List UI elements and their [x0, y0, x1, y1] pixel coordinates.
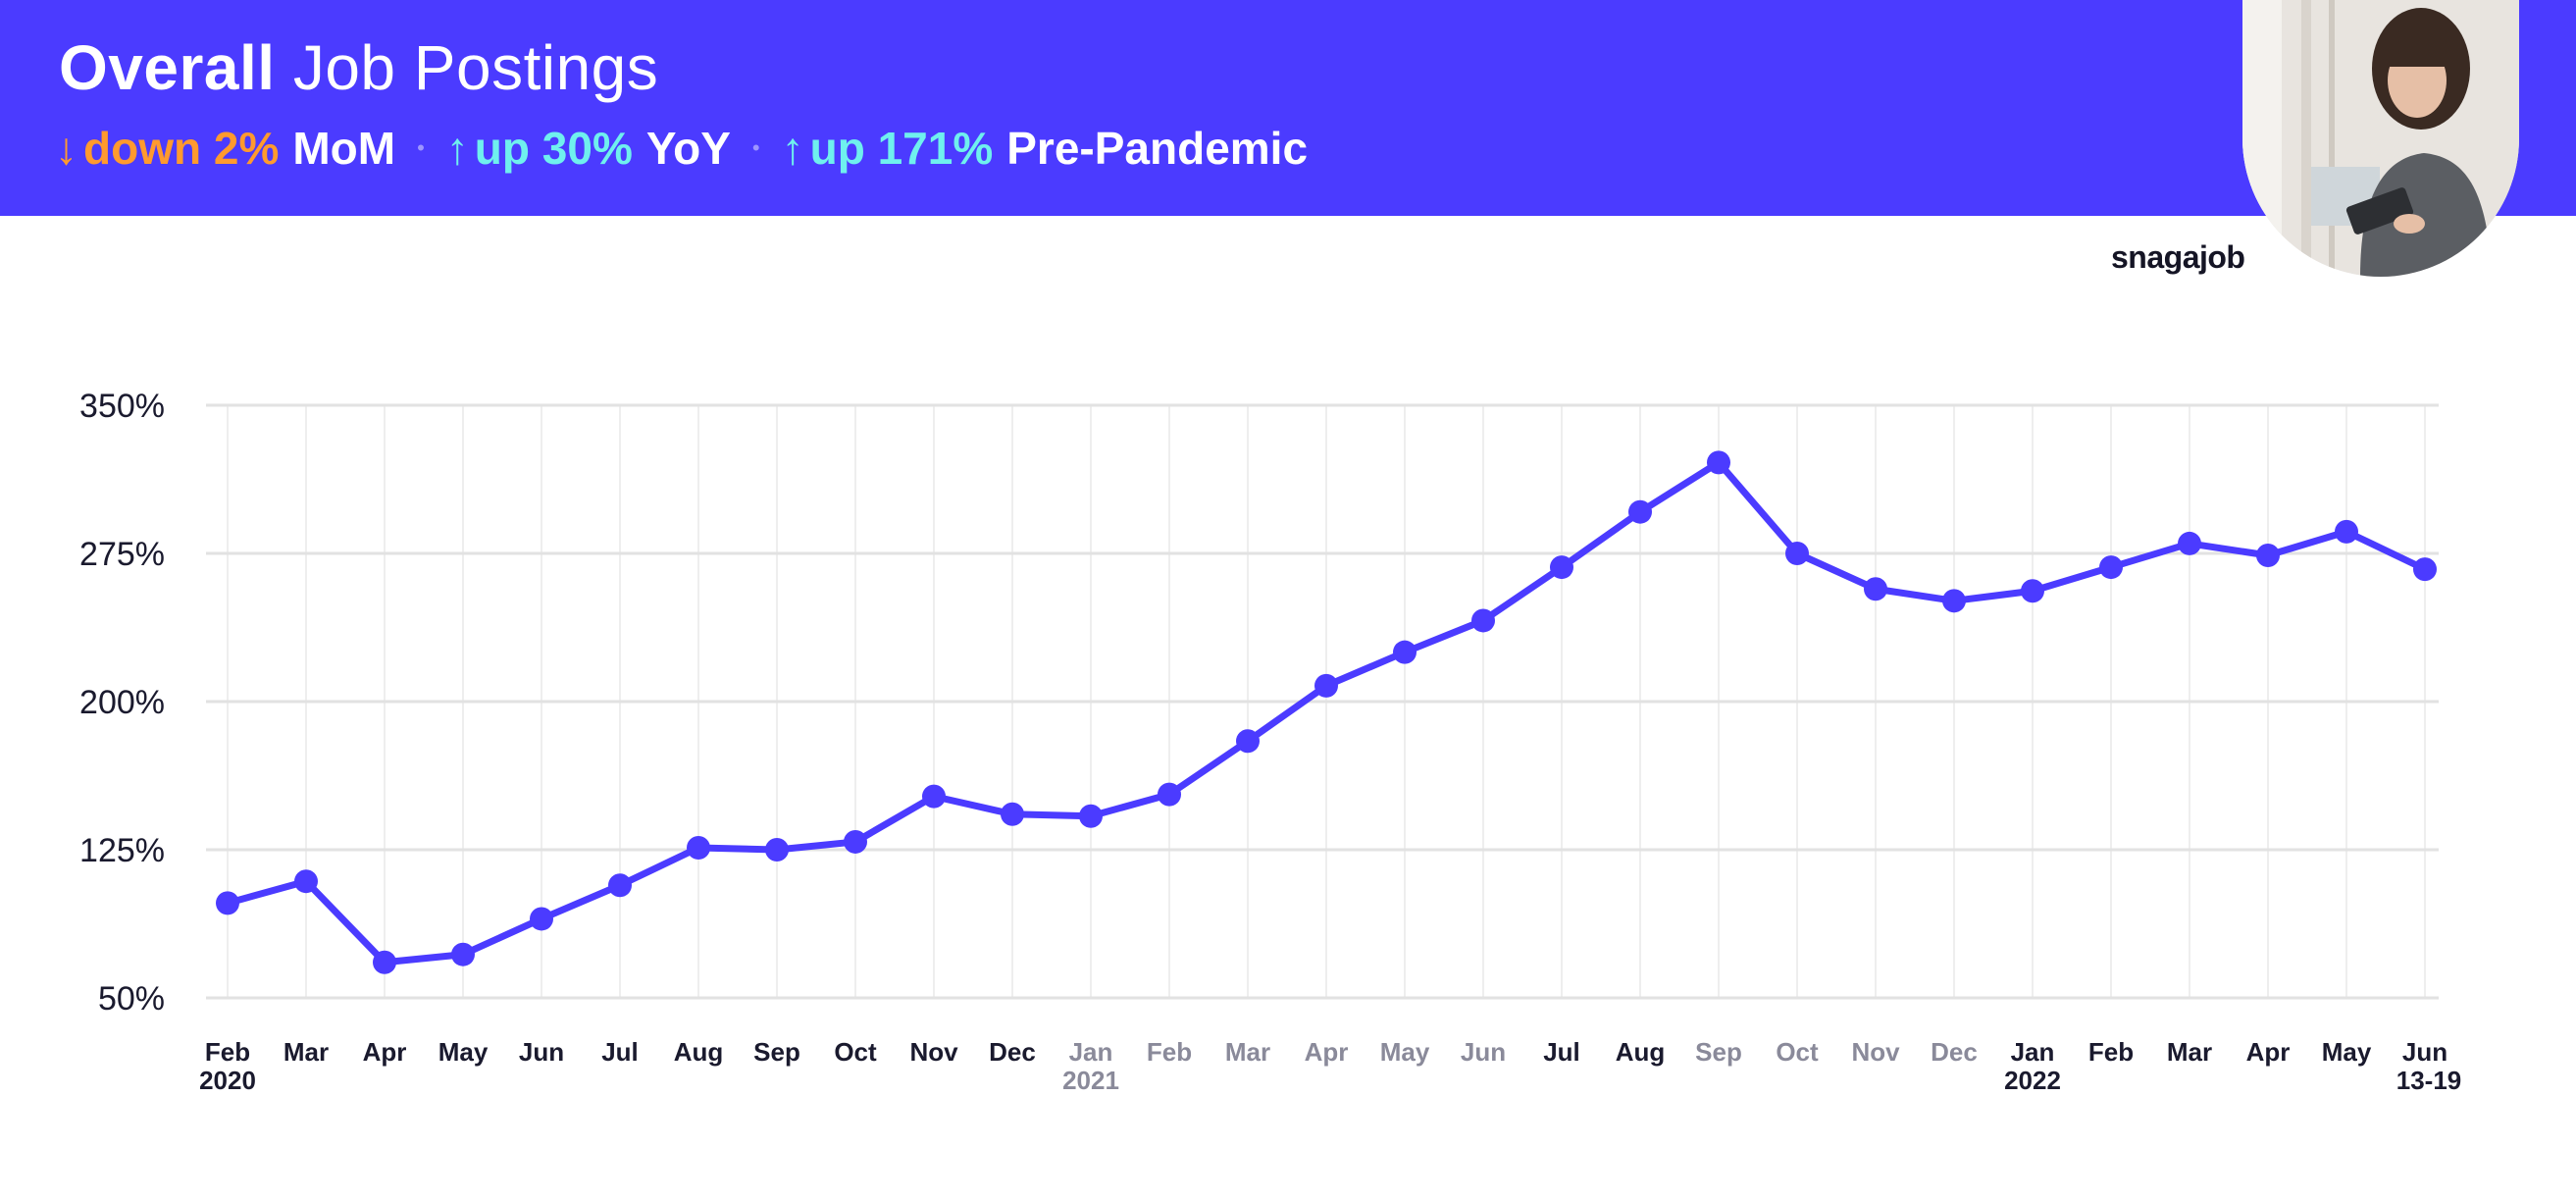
down-arrow-icon: ↓ — [55, 123, 77, 174]
x-tick-sublabel: 2021 — [1062, 1066, 1119, 1095]
x-tick-label: Sep — [753, 1037, 800, 1067]
data-point — [2413, 557, 2437, 582]
x-tick-label: Jun — [519, 1037, 564, 1067]
x-tick-label: Jun — [1461, 1037, 1506, 1067]
x-tick-label: Mar — [283, 1037, 329, 1067]
prepandemic-change: up 171% — [809, 123, 994, 174]
data-point — [2335, 519, 2358, 544]
x-tick-label: Feb — [2088, 1037, 2134, 1067]
y-tick-label: 275% — [79, 536, 165, 573]
x-tick-label: Feb — [1147, 1037, 1192, 1067]
data-point — [1236, 729, 1260, 754]
data-point — [451, 942, 475, 966]
x-tick-label: Jan — [2011, 1037, 2055, 1067]
title-bold: Overall — [59, 32, 276, 103]
separator-dot: • — [417, 135, 425, 160]
x-tick-label: Sep — [1695, 1037, 1742, 1067]
x-tick-label: Aug — [674, 1037, 724, 1067]
x-tick-label: Jul — [601, 1037, 639, 1067]
x-tick-label: Apr — [1305, 1037, 1349, 1067]
x-tick-label: May — [1380, 1037, 1430, 1067]
data-point — [2178, 531, 2201, 555]
y-tick-label: 350% — [79, 388, 165, 425]
data-point — [294, 869, 318, 894]
data-point — [765, 838, 789, 862]
data-point — [922, 784, 946, 809]
y-tick-label: 125% — [79, 832, 165, 869]
y-tick-label: 200% — [79, 684, 165, 721]
x-tick-sublabel: 2020 — [199, 1066, 256, 1095]
y-axis-ticks: 350% 275% 200% 125% 50% — [79, 388, 165, 1018]
data-point — [2256, 544, 2280, 568]
x-tick-label: Dec — [989, 1037, 1036, 1067]
data-point — [530, 907, 553, 931]
data-point — [373, 950, 396, 974]
x-tick-label: Oct — [834, 1037, 877, 1067]
person-photo — [2242, 0, 2519, 277]
x-tick-label: Feb — [205, 1037, 250, 1067]
x-tick-sublabel: 2022 — [2004, 1066, 2061, 1095]
x-tick-label: Nov — [1851, 1037, 1900, 1067]
data-point — [1785, 542, 1809, 565]
snagajob-logo: snagajob — [2111, 239, 2245, 275]
x-tick-label: Dec — [1931, 1037, 1978, 1067]
x-tick-label: Jun — [2402, 1037, 2447, 1067]
page-title: Overall Job Postings — [59, 31, 658, 104]
stats-row: ↓ down 2% MoM • ↑ up 30% YoY • ↑ up 171%… — [55, 122, 1308, 175]
data-point — [1158, 782, 1181, 807]
prepandemic-label: Pre-Pandemic — [1006, 123, 1309, 174]
up-arrow-icon: ↑ — [781, 123, 804, 174]
mom-change: down 2% — [83, 123, 280, 174]
data-point — [1393, 640, 1417, 664]
x-tick-label: Mar — [1225, 1037, 1270, 1067]
x-tick-sublabel: 13-19 — [2396, 1066, 2462, 1095]
data-point — [1628, 499, 1652, 524]
separator-dot: • — [751, 135, 760, 160]
chart-grid — [206, 403, 2439, 1000]
data-point — [608, 873, 632, 898]
data-point — [1550, 555, 1573, 580]
data-point — [2021, 579, 2044, 603]
x-tick-label: May — [438, 1037, 489, 1067]
data-point — [1314, 673, 1338, 698]
x-tick-label: Mar — [2167, 1037, 2212, 1067]
x-tick-label: Jan — [1069, 1037, 1113, 1067]
data-point — [2099, 555, 2123, 580]
x-tick-label: Apr — [363, 1037, 407, 1067]
x-tick-label: Nov — [909, 1037, 958, 1067]
y-tick-label: 50% — [98, 980, 165, 1018]
data-point — [1471, 608, 1495, 633]
up-arrow-icon: ↑ — [445, 123, 469, 174]
person-illustration — [2242, 0, 2519, 277]
data-point — [1079, 804, 1103, 828]
series-layer — [216, 450, 2437, 974]
data-point — [1001, 802, 1024, 826]
yoy-change: up 30% — [474, 123, 633, 174]
data-point — [216, 891, 239, 915]
data-point — [687, 835, 710, 860]
mom-label: MoM — [292, 123, 396, 174]
data-point — [1707, 450, 1730, 475]
x-tick-label: May — [2322, 1037, 2372, 1067]
x-tick-label: Oct — [1776, 1037, 1819, 1067]
x-tick-label: Apr — [2246, 1037, 2291, 1067]
data-point — [844, 829, 867, 854]
data-point — [1864, 577, 1887, 601]
x-tick-label: Jul — [1543, 1037, 1580, 1067]
title-light: Job Postings — [292, 32, 659, 103]
header-banner: Overall Job Postings ↓ down 2% MoM • ↑ u… — [0, 0, 2576, 216]
data-point — [1942, 589, 1966, 613]
x-tick-label: Aug — [1616, 1037, 1666, 1067]
yoy-label: YoY — [645, 123, 731, 174]
